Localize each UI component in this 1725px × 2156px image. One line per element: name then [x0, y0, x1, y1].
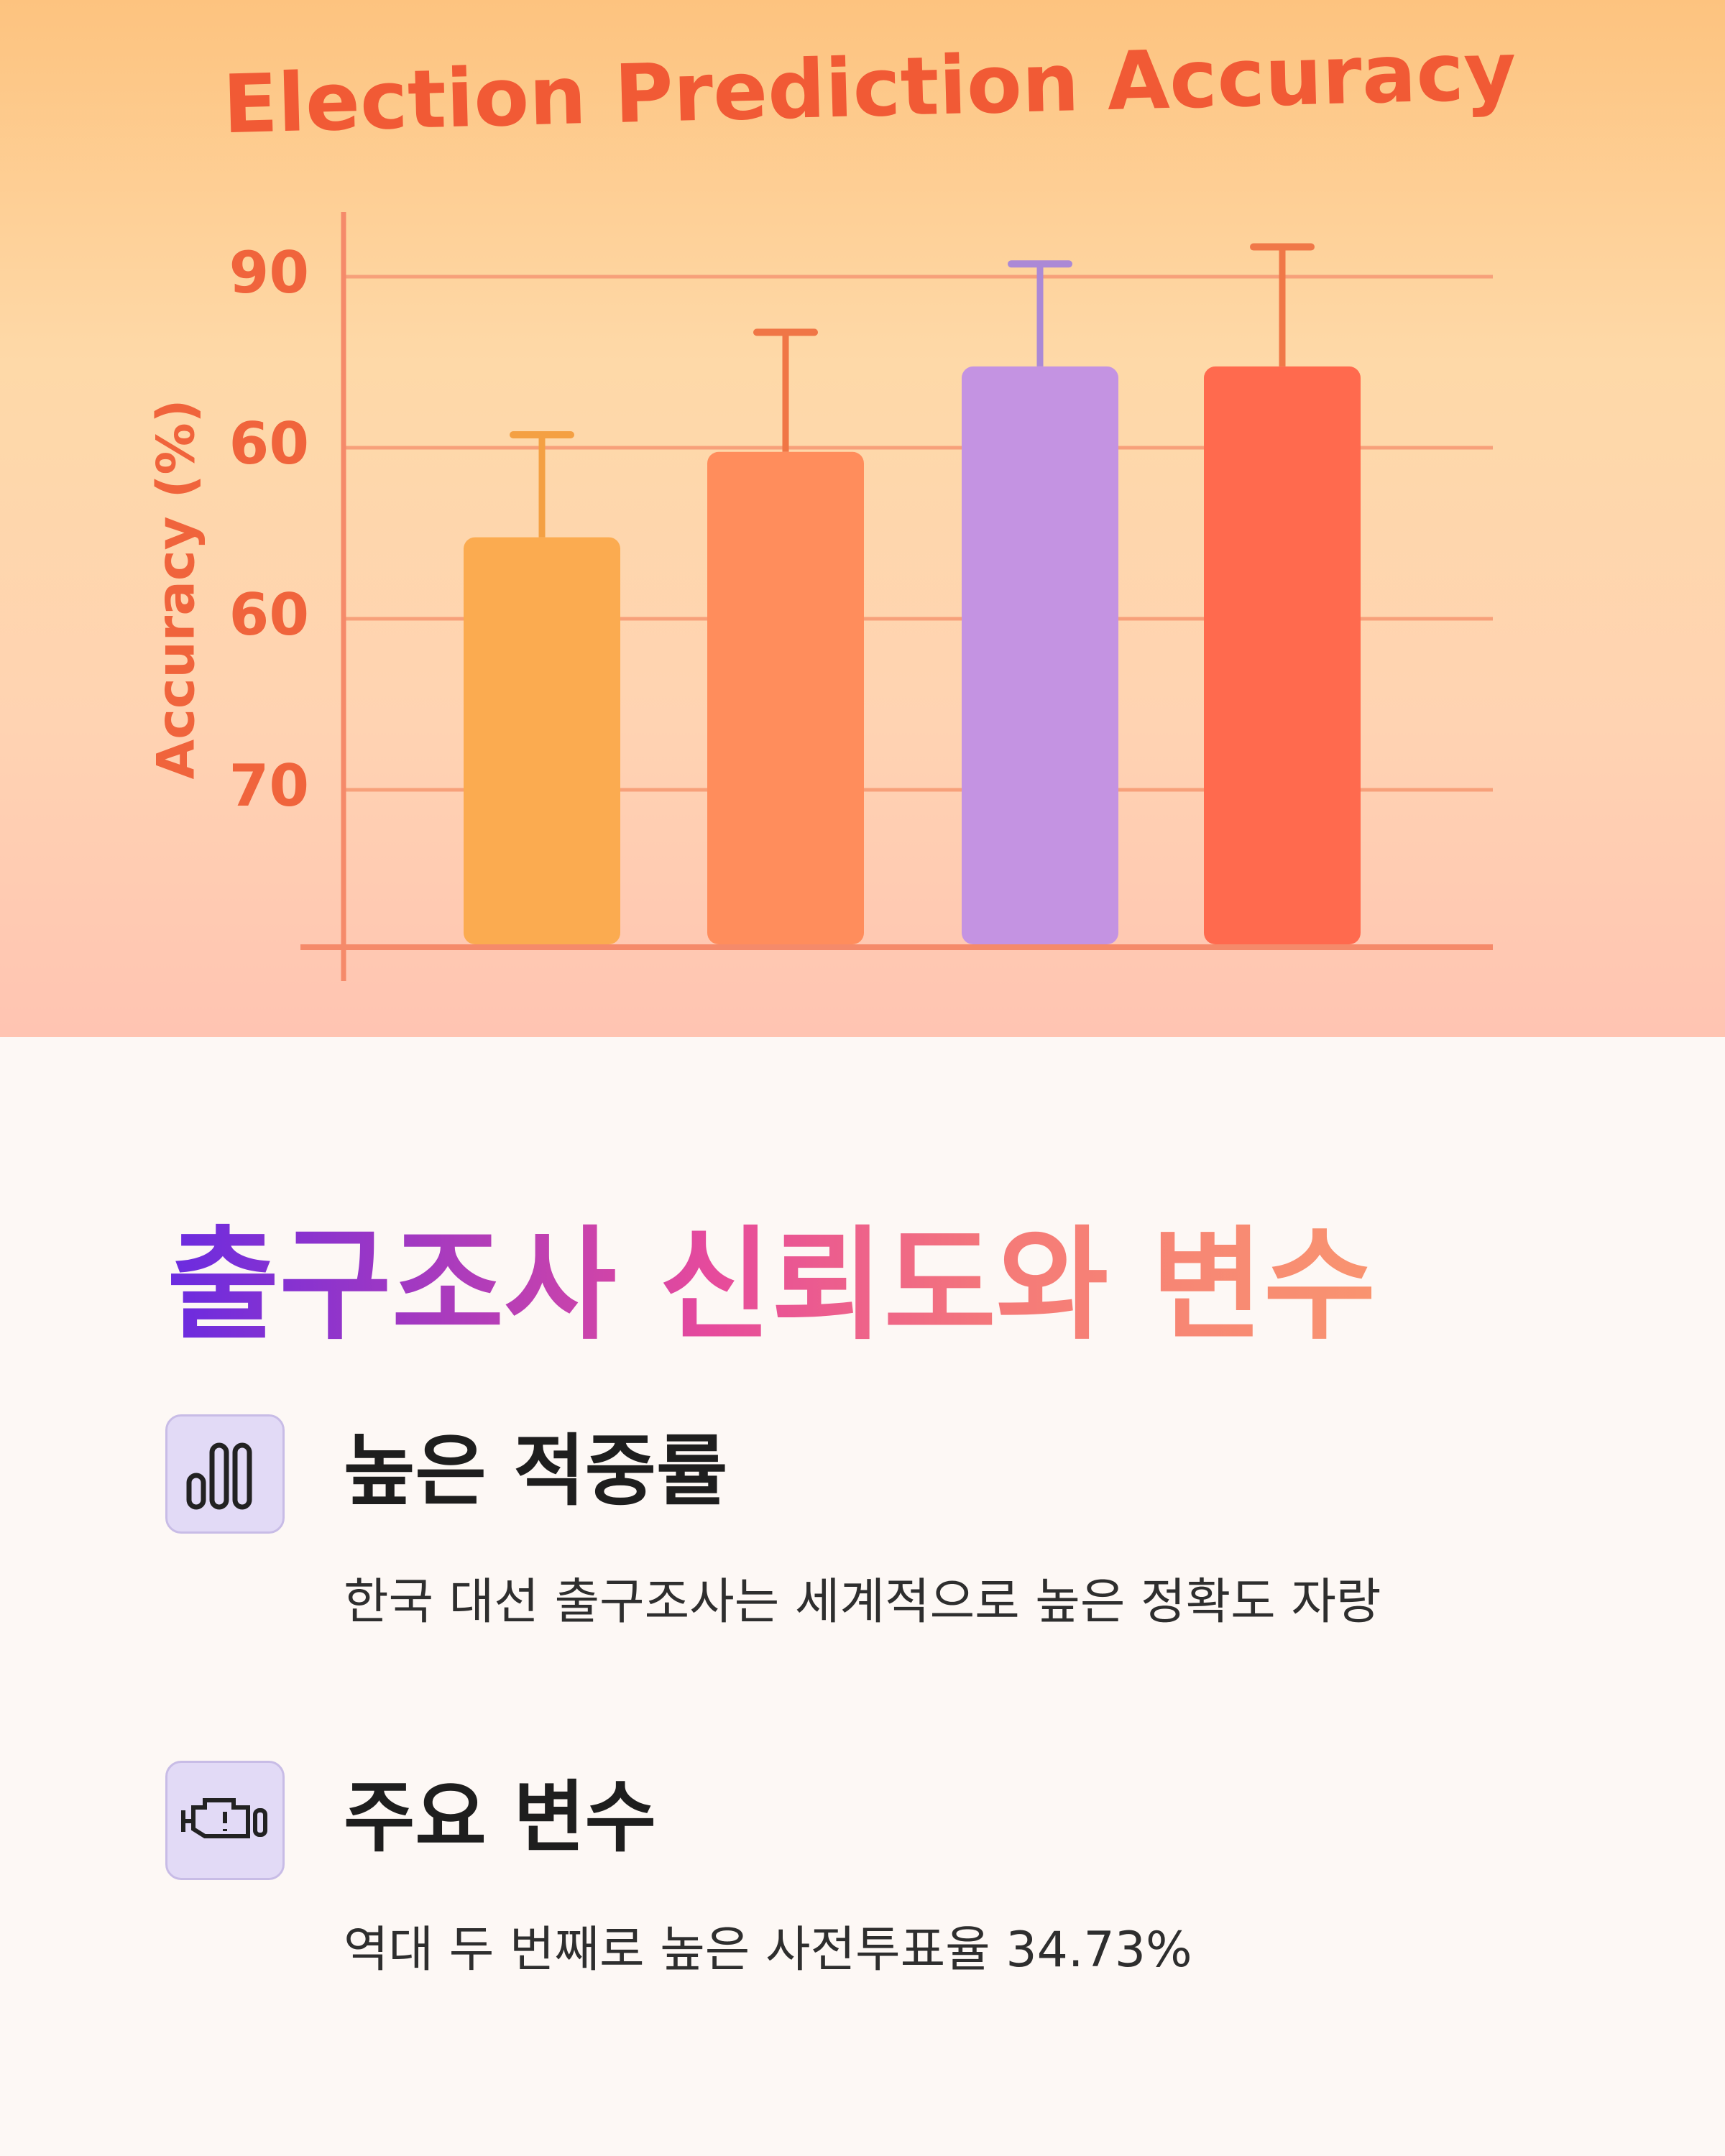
y-tick-label: 60: [229, 581, 309, 648]
bar: [1204, 366, 1361, 944]
chart-panel: Election Prediction Accuracy Accuracy (%…: [0, 0, 1725, 1037]
y-tick-label: 70: [229, 752, 309, 819]
engine-icon: [165, 1761, 285, 1880]
y-tick-label: 60: [229, 410, 309, 477]
item-description: 역대 두 번째로 높은 사전투표율 34.73%: [344, 1922, 1192, 1978]
y-tick-label: 90: [229, 239, 309, 306]
chart-icon: [165, 1414, 285, 1534]
icon-graphic: [186, 1442, 252, 1510]
icon-graphic: [181, 1798, 267, 1838]
bar: [962, 366, 1118, 944]
section-heading: 출구조사 신뢰도와 변수: [167, 1186, 1376, 1363]
bar: [707, 451, 864, 944]
item-description: 한국 대선 출구조사는 세계적으로 높은 정확도 자랑: [344, 1574, 1381, 1631]
y-axis-label: Accuracy (%): [146, 399, 206, 779]
chart-title: Election Prediction Accuracy: [221, 24, 1517, 152]
item-title: 주요 변수: [344, 1773, 657, 1863]
chart: Election Prediction Accuracy Accuracy (%…: [146, 24, 1517, 981]
bar: [464, 537, 620, 944]
item-title: 높은 적중률: [344, 1427, 728, 1516]
